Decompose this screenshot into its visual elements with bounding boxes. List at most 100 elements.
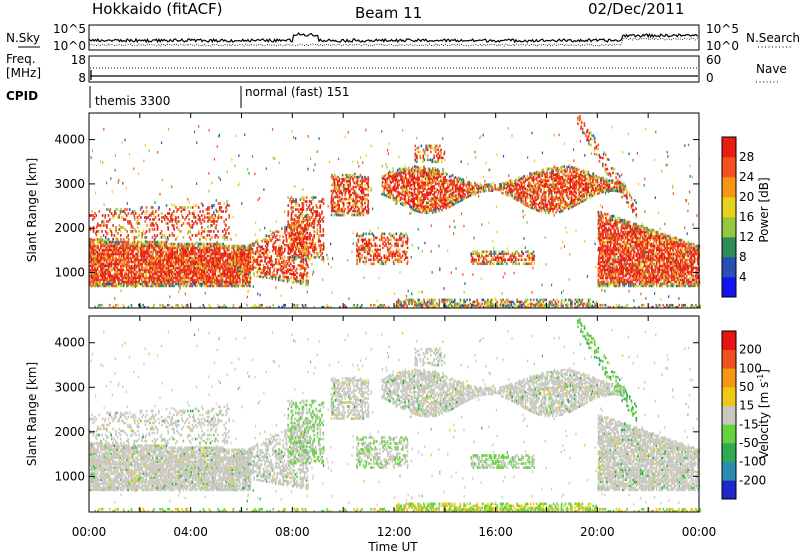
power-cell (227, 256, 230, 260)
power-cell (226, 284, 229, 288)
power-cell (182, 276, 184, 280)
power-cell (456, 193, 459, 196)
power-cell (281, 271, 283, 274)
power-cell (121, 244, 124, 248)
power-cell (159, 252, 162, 256)
power-cell (130, 270, 133, 274)
power-cell (298, 232, 300, 235)
power-cell (295, 224, 297, 227)
power-cell (335, 187, 337, 191)
power-cell (337, 203, 339, 207)
power-cell (95, 250, 98, 254)
power-cell (226, 252, 229, 256)
power-cell (120, 238, 122, 241)
power-cell (211, 270, 214, 274)
power-cell (228, 280, 231, 284)
power-cell (356, 258, 359, 262)
power-cell (234, 270, 236, 274)
power-cell (332, 183, 335, 187)
power-cell (191, 280, 194, 284)
power-cell (427, 187, 430, 191)
power-cell (94, 258, 96, 262)
power-cell (158, 270, 160, 274)
power-cell (290, 202, 293, 205)
power-cell (310, 208, 313, 211)
power-cell (129, 270, 131, 274)
power-cell (338, 205, 340, 209)
power-cell (248, 245, 251, 249)
power-cell (137, 240, 140, 244)
power-cell (270, 275, 273, 278)
power-cell (143, 256, 145, 260)
power-cell (231, 244, 233, 248)
power-cell (225, 236, 227, 239)
power-cell (228, 282, 231, 286)
power-cell (203, 280, 206, 284)
power-cell (374, 242, 377, 246)
power-cell (312, 206, 314, 209)
power-cell (319, 206, 321, 209)
power-cell (305, 239, 308, 243)
power-cell (213, 222, 215, 225)
power-cell (202, 256, 204, 260)
power-cell (127, 270, 130, 274)
power-cell (138, 282, 141, 286)
power-cell (92, 278, 94, 282)
power-cell (435, 176, 437, 180)
power-cell (100, 258, 102, 262)
power-cell (310, 200, 312, 203)
power-cell (196, 276, 199, 280)
power-cell (273, 233, 276, 237)
power-cell (162, 240, 165, 244)
power-cell (238, 246, 241, 250)
power-cell (506, 189, 509, 193)
power-cell (106, 272, 108, 276)
power-cell (123, 282, 125, 286)
power-cell (343, 211, 345, 215)
power-cell (395, 185, 398, 189)
power-cell (136, 284, 139, 288)
power-cell (171, 278, 174, 282)
power-cell (249, 258, 252, 262)
power-cell (201, 274, 204, 278)
power-cell (500, 183, 503, 187)
power-cell (122, 248, 125, 252)
power-cell (234, 284, 236, 288)
power-cell (116, 238, 119, 241)
power-cell (297, 246, 300, 249)
power-cell (438, 169, 440, 173)
power-cell (417, 166, 419, 169)
power-cell (244, 258, 246, 262)
power-cell (285, 269, 288, 273)
power-cell (299, 230, 301, 233)
power-cell (231, 270, 234, 274)
power-cell (222, 246, 225, 250)
power-cell (206, 260, 209, 264)
power-cell (244, 270, 246, 274)
power-cell (211, 268, 213, 272)
power-cell (126, 284, 128, 288)
power-cell (223, 284, 226, 288)
power-cell (318, 214, 320, 217)
power-cell (89, 244, 92, 248)
power-cell (135, 272, 137, 276)
power-cell (300, 282, 303, 286)
power-cell (392, 174, 394, 177)
power-cell (107, 232, 109, 235)
power-cell (367, 177, 370, 181)
power-cell (165, 258, 168, 262)
power-cell (161, 250, 163, 254)
power-cell (197, 230, 200, 233)
power-cell (256, 238, 259, 242)
power-cell (104, 282, 106, 286)
power-cell (89, 250, 91, 254)
power-cell (173, 218, 175, 221)
power-cell (141, 282, 144, 286)
power-cell (355, 191, 357, 195)
power-cell (153, 264, 155, 268)
power-cell (130, 248, 133, 252)
power-cell (208, 242, 211, 246)
power-cell (301, 208, 303, 211)
power-cell (95, 272, 98, 276)
power-cell (159, 264, 162, 268)
